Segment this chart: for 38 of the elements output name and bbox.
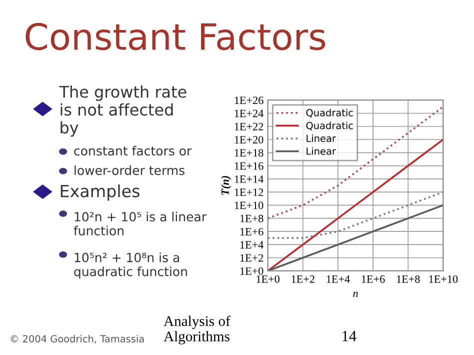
legend-label: Linear xyxy=(306,147,336,155)
legend-label: Linear xyxy=(306,134,336,142)
y-tick-label: 1E+12 xyxy=(234,188,264,196)
x-tick-label: 1E+6 xyxy=(362,275,385,283)
text: constant factors or xyxy=(74,146,192,156)
text: © 2004 Goodrich, Tamassia xyxy=(10,334,144,344)
text: 10²n + 10⁵ is a linear function xyxy=(74,212,207,236)
x-axis-title: n xyxy=(353,292,358,297)
x-tick-label: 1E+8 xyxy=(397,275,420,283)
text: Analysis of Algorithms xyxy=(164,316,230,344)
y-tick-label: 1E+6 xyxy=(240,228,264,236)
y-tick-label: 1E+24 xyxy=(234,110,264,118)
text: Examples xyxy=(60,184,140,201)
legend-label: Quadratic xyxy=(306,108,353,118)
legend-label: Quadratic xyxy=(306,122,353,130)
y-tick-label: 1E+14 xyxy=(234,175,264,183)
line-series xyxy=(268,106,444,220)
y-tick-label: 1E+4 xyxy=(240,241,264,248)
y-tick-label: 1E+18 xyxy=(234,149,264,157)
y-tick-label: 1E+0 xyxy=(240,267,264,275)
y-tick-label: 1E+20 xyxy=(234,136,264,144)
text: 10⁵n² + 10⁸n is a quadratic function xyxy=(74,252,187,279)
y-tick-label: 1E+10 xyxy=(234,202,264,210)
y-tick-label: 1E+8 xyxy=(240,214,264,222)
y-tick-label: 1E+26 xyxy=(234,96,264,104)
y-axis-title: T(n) xyxy=(221,176,232,195)
line-series xyxy=(268,191,444,239)
x-tick-label: 1E+0 xyxy=(256,275,280,283)
text: 14 xyxy=(342,331,356,342)
y-tick-label: 1E+16 xyxy=(234,162,264,170)
y-tick-label: 1E+22 xyxy=(234,122,264,130)
x-tick-label: 1E+2 xyxy=(292,275,314,283)
text: lower-order terms xyxy=(74,165,184,176)
text: The growth rate is not affected by xyxy=(59,85,186,137)
x-tick-label: 1E+4 xyxy=(326,275,350,283)
x-tick-label: 1E+10 xyxy=(429,275,458,283)
y-tick-label: 1E+2 xyxy=(240,254,264,262)
chart-title: Constant Factors xyxy=(26,22,326,50)
